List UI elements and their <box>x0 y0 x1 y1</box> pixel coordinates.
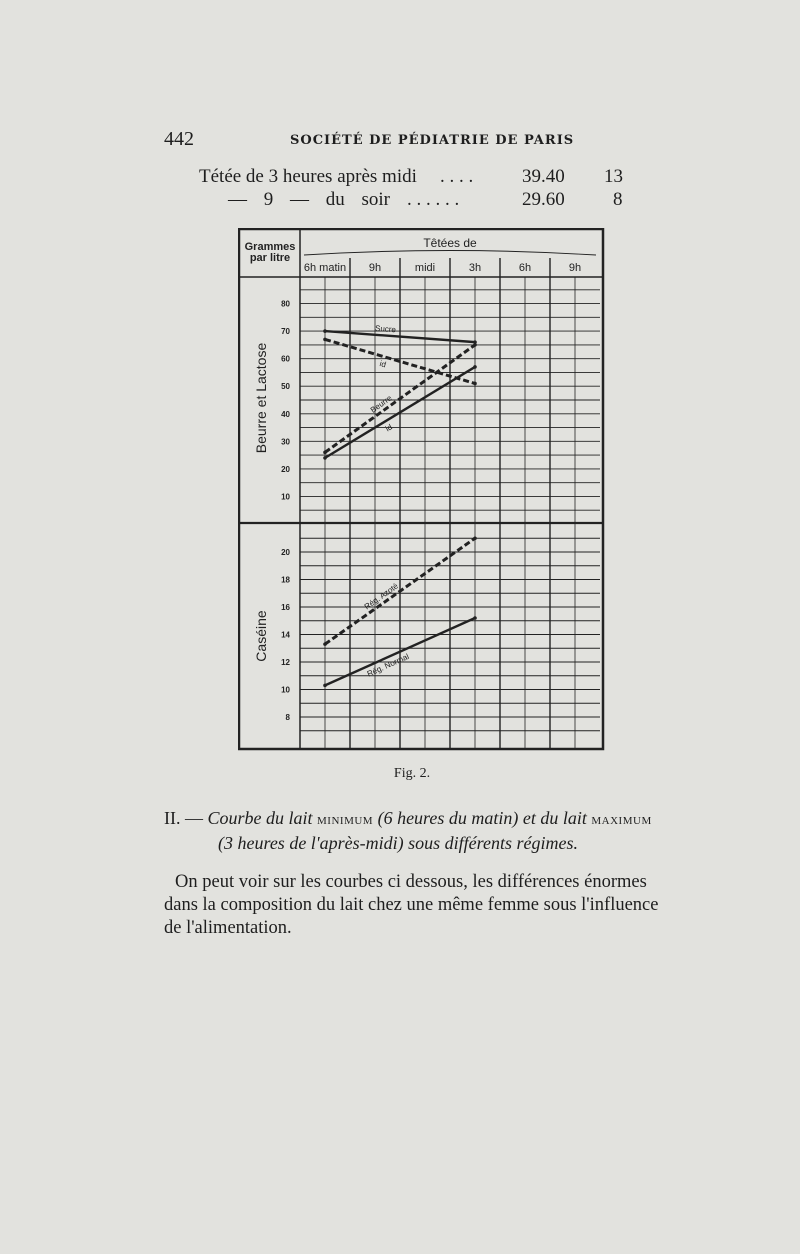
caption-smallcaps: minimum <box>317 812 374 828</box>
corner-label: par litre <box>250 252 290 264</box>
y-tick-label: 40 <box>281 410 290 419</box>
category-label: 9h <box>569 262 581 274</box>
y-axis-label: Beurre et Lactose <box>253 343 269 454</box>
data-point <box>473 536 477 541</box>
category-label: 9h <box>369 262 381 274</box>
y-tick-label: 16 <box>281 603 290 612</box>
paragraph-line: de l'alimentation. <box>164 918 292 938</box>
y-tick-label: 18 <box>281 576 290 585</box>
header-arc <box>303 250 597 256</box>
data-point <box>323 456 327 460</box>
data-point <box>473 365 477 369</box>
chart-border <box>238 228 605 751</box>
category-label: midi <box>415 262 435 274</box>
y-tick-label: 20 <box>281 548 290 557</box>
chart-grid <box>300 277 600 748</box>
running-head: SOCIÉTÉ DE PÉDIATRIE DE PARIS <box>290 133 575 148</box>
data-point <box>473 340 477 344</box>
series-line <box>324 616 476 687</box>
caption-text: Courbe du lait <box>207 808 318 828</box>
table-row-value: 29.60 <box>522 189 565 210</box>
data-point <box>473 343 477 347</box>
caption-prefix: II. — <box>164 808 208 828</box>
data-point <box>323 337 327 342</box>
series-line <box>324 329 476 344</box>
y-tick-label: 12 <box>281 658 290 667</box>
y-tick-label: 10 <box>281 492 290 501</box>
y-tick-label: 80 <box>281 300 290 309</box>
page-number: 442 <box>164 128 194 150</box>
data-point <box>323 642 327 646</box>
paragraph-line: dans la composition du lait chez une mêm… <box>164 895 659 915</box>
y-tick-label: 60 <box>281 355 290 364</box>
table-row-label: — 9 — du soir <box>228 189 390 210</box>
chart-frame <box>238 228 605 751</box>
category-label: 6h matin <box>304 262 346 274</box>
data-point <box>323 450 327 455</box>
series-label: id <box>379 359 388 369</box>
series-line <box>324 343 476 454</box>
series-label: id <box>384 422 394 433</box>
figure-caption-line-2: (3 heures de l'après-midi) sous différen… <box>218 833 578 853</box>
table-row-count: 8 <box>613 189 623 210</box>
caption-smallcaps: maximum <box>591 812 652 828</box>
data-point <box>473 616 477 620</box>
corner-label: Grammes <box>245 241 296 253</box>
y-tick-label: 14 <box>281 631 290 640</box>
y-tick-label: 20 <box>281 465 290 474</box>
table-row-count: 13 <box>604 166 623 187</box>
figure-label: Fig. 2. <box>393 766 431 781</box>
paragraph-line: On peut voir sur les courbes ci dessous,… <box>175 872 647 892</box>
chart-series <box>323 329 477 688</box>
y-tick-label: 70 <box>281 327 290 336</box>
header-title: Têtées de <box>423 236 477 250</box>
data-point <box>323 683 327 688</box>
table-row-dots: . . . . . . <box>407 189 460 210</box>
series-line <box>324 537 476 646</box>
category-label: 3h <box>469 262 481 274</box>
figure-caption-line-1: II. — Courbe du lait minimum (6 heures d… <box>164 808 652 829</box>
series-line <box>324 337 476 385</box>
y-tick-label: 10 <box>281 686 290 695</box>
series-label: Sucre <box>375 324 397 335</box>
y-axis-label: Caséine <box>253 610 269 662</box>
table-row-value: 39.40 <box>522 166 565 187</box>
data-point <box>473 381 477 386</box>
y-tick-label: 8 <box>286 713 291 722</box>
series-line <box>324 365 476 459</box>
caption-text: (6 heures du matin) et du lait <box>373 808 592 828</box>
y-tick-label: 50 <box>281 382 290 391</box>
data-point <box>323 329 327 333</box>
table-row-dots: . . . . <box>440 166 474 187</box>
category-label: 6h <box>519 262 531 274</box>
y-tick-label: 30 <box>281 437 290 446</box>
table-row-label: Tétée de 3 heures après midi <box>199 166 417 187</box>
